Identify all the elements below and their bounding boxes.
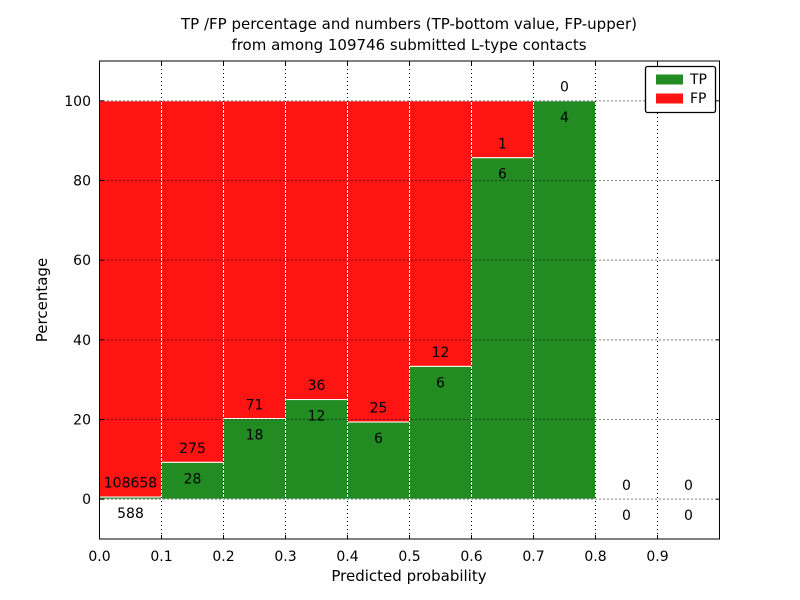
tp-count-label-7: 4 [560, 110, 569, 126]
fp-count-label-9: 0 [684, 478, 693, 494]
bar-fp-6 [471, 100, 534, 159]
fp-count-label-8: 0 [622, 478, 631, 494]
y-tick-label-20: 20 [73, 413, 91, 429]
y-tick-label-40: 40 [73, 333, 91, 349]
x-tick-label-0.6: 0.6 [460, 549, 482, 565]
x-tick-label-0.4: 0.4 [336, 549, 358, 565]
fp-count-label-5: 12 [432, 345, 450, 361]
x-tick-label-0.0: 0.0 [88, 549, 110, 565]
fp-count-label-0: 108658 [104, 476, 157, 492]
bar-tp-5 [409, 365, 472, 500]
legend: TP FP [644, 65, 717, 114]
bar-tp-4 [347, 421, 410, 500]
fp-count-label-3: 36 [308, 378, 326, 394]
bar-fp-5 [409, 100, 472, 367]
fp-count-label-4: 25 [370, 401, 388, 417]
bar-fp-3 [285, 100, 348, 401]
x-tick-label-0.7: 0.7 [522, 549, 544, 565]
tp-count-label-0: 588 [117, 506, 144, 522]
tp-count-label-2: 18 [246, 428, 264, 444]
chart-title-line2: from among 109746 submitted L-type conta… [231, 36, 586, 54]
tp-count-label-4: 6 [374, 431, 383, 447]
x-tick-label-0.1: 0.1 [150, 549, 172, 565]
y-axis-title: Percentage [33, 258, 51, 342]
bar-fp-1 [161, 100, 224, 463]
x-tick-label-0.2: 0.2 [212, 549, 234, 565]
chart-title-line1: TP /FP percentage and numbers (TP-bottom… [180, 15, 637, 33]
x-tick-label-0.5: 0.5 [398, 549, 420, 565]
legend-swatch-tp [656, 74, 683, 85]
fp-count-label-7: 0 [560, 79, 569, 95]
fp-count-label-1: 275 [179, 441, 206, 457]
tp-count-label-1: 28 [184, 471, 202, 487]
legend-swatch-fp [656, 93, 683, 104]
fp-count-label-6: 1 [498, 136, 507, 152]
y-tick-label-0: 0 [82, 492, 91, 508]
tp-count-label-3: 12 [308, 409, 326, 425]
x-tick-label-0.8: 0.8 [584, 549, 606, 565]
x-tick-label-0.3: 0.3 [274, 549, 296, 565]
tp-count-label-8: 0 [622, 508, 631, 524]
y-tick-label-60: 60 [73, 253, 91, 269]
x-axis-title: Predicted probability [331, 567, 486, 585]
y-tick-label-80: 80 [73, 174, 91, 190]
bar-fp-4 [347, 100, 410, 423]
tp-count-label-5: 6 [436, 375, 445, 391]
fp-count-label-2: 71 [246, 397, 264, 413]
bar-tp-7 [533, 100, 596, 500]
tp-count-label-6: 6 [498, 167, 507, 183]
x-tick-label-0.9: 0.9 [646, 549, 668, 565]
tp-count-label-9: 0 [684, 508, 693, 524]
y-tick-label-100: 100 [64, 94, 91, 110]
plot-area: 0.0 0.1 0.2 0.3 0.4 0.5 0.6 0.7 0.8 0.90204060801… [64, 60, 720, 565]
legend-label-fp: FP [690, 91, 707, 107]
legend-label-tp: TP [689, 72, 707, 88]
bar-tp-6 [471, 157, 534, 500]
bar-fp-0 [99, 100, 162, 498]
